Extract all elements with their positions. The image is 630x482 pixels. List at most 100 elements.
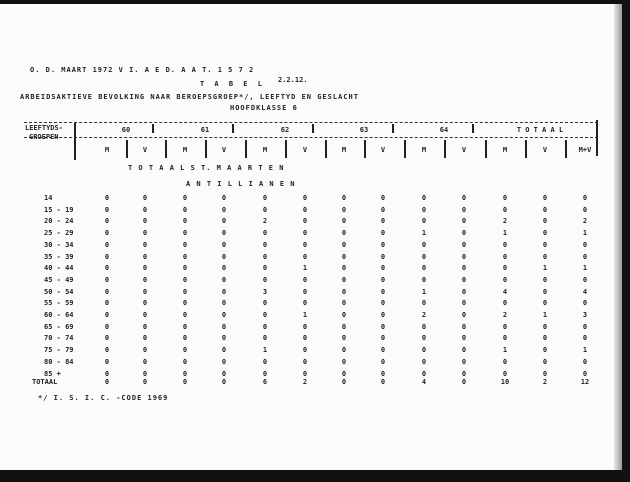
subcolumn-divider	[565, 140, 567, 158]
table-cell: 0	[104, 240, 110, 249]
table-cell: 0	[341, 357, 347, 366]
table-cell: 0	[421, 252, 427, 261]
table-cell: 0	[182, 252, 188, 261]
table-cell: 0	[182, 346, 188, 355]
table-cell: 0	[542, 287, 548, 296]
table-cell: 0	[142, 194, 148, 202]
table-cell: 0	[104, 205, 110, 214]
table-cell: 1	[302, 311, 308, 319]
table-cell: 0	[302, 252, 308, 261]
table-cell: 0	[421, 240, 427, 249]
table-cell: 0	[182, 369, 188, 378]
table-cell: 0	[142, 369, 148, 378]
table-cell: 0	[461, 205, 467, 214]
table-cell: 0	[262, 194, 268, 202]
age-group-label: 20 - 24	[44, 217, 74, 226]
group-header: 64	[439, 126, 449, 134]
table-cell: 1	[582, 346, 588, 355]
table-cell: 0	[221, 287, 227, 296]
table-cell: 0	[502, 275, 508, 284]
table-cell: 0	[142, 229, 148, 238]
table-cell: 0	[582, 240, 588, 249]
table-cell: 2	[542, 378, 548, 386]
table-cell: 0	[542, 229, 548, 238]
table-cell: 0	[502, 240, 508, 249]
subcolumn-divider	[285, 140, 287, 158]
table-number: 2.2.12.	[278, 76, 308, 84]
table-cell: 0	[302, 346, 308, 355]
table-cell: 0	[542, 334, 548, 343]
table-cell: 0	[142, 357, 148, 366]
table-cell: 0	[302, 240, 308, 249]
subcolumn-header: M	[262, 146, 268, 154]
age-group-label: 30 - 34	[44, 240, 74, 249]
table-cell: 0	[380, 275, 386, 284]
document-page	[0, 4, 622, 470]
group-header: 60	[121, 126, 131, 134]
table-rule-mid	[24, 137, 598, 138]
table-cell: 0	[142, 252, 148, 261]
table-rule-top	[24, 122, 598, 123]
table-cell: 0	[302, 217, 308, 226]
table-cell: 0	[182, 264, 188, 273]
table-cell: 0	[421, 322, 427, 331]
header-line: O. D. MAART 1972 V I. A E D. A A T. 1 5 …	[30, 66, 255, 74]
subcolumn-divider	[444, 140, 446, 158]
subcolumn-header: M	[421, 146, 427, 154]
age-group-label: 60 - 64	[44, 311, 74, 319]
table-cell: 0	[142, 217, 148, 226]
table-title: ARBEIDSAKTIEVE BEVOLKING NAAR BEROEPSGRO…	[20, 93, 359, 101]
subcolumn-header: M	[502, 146, 508, 154]
table-cell: 0	[380, 205, 386, 214]
table-cell: 0	[182, 311, 188, 319]
table-cell: 0	[341, 264, 347, 273]
table-cell: 2	[502, 311, 508, 319]
table-cell: 0	[221, 334, 227, 343]
table-cell: 0	[104, 299, 110, 308]
table-cell: 4	[421, 378, 427, 386]
table-cell: 0	[142, 205, 148, 214]
table-cell: 0	[302, 229, 308, 238]
table-cell: 0	[502, 369, 508, 378]
table-cell: 0	[341, 229, 347, 238]
table-cell: 0	[502, 264, 508, 273]
table-cell: 0	[262, 252, 268, 261]
section-heading-antillianen: A N T I L L I A N E N	[186, 180, 296, 188]
table-cell: 0	[142, 334, 148, 343]
table-subtitle: HOOFDKLASSE 6	[230, 104, 298, 112]
table-cell: 0	[221, 299, 227, 308]
table-cell: 0	[421, 334, 427, 343]
table-cell: 0	[104, 378, 110, 386]
table-cell: 0	[461, 264, 467, 273]
table-cell: 0	[461, 240, 467, 249]
table-cell: 1	[302, 264, 308, 273]
table-cell: 1	[582, 229, 588, 238]
table-cell: 0	[380, 357, 386, 366]
subcolumn-header: M	[104, 146, 110, 154]
subcolumn-header: V	[302, 146, 308, 154]
group-header: 61	[200, 126, 210, 134]
subcolumn-divider	[324, 140, 327, 158]
table-cell: 0	[421, 369, 427, 378]
table-cell: 0	[582, 299, 588, 308]
table-cell: 0	[262, 205, 268, 214]
table-cell: 0	[262, 334, 268, 343]
table-cell: 0	[421, 299, 427, 308]
table-cell: 0	[461, 334, 467, 343]
table-cell: 12	[580, 378, 590, 386]
table-cell: 1	[542, 264, 548, 273]
table-cell: 0	[341, 275, 347, 284]
age-group-label: 40 - 44	[44, 264, 74, 273]
table-cell: 0	[182, 229, 188, 238]
table-cell: 0	[262, 264, 268, 273]
table-cell: 0	[262, 369, 268, 378]
table-cell: 0	[221, 205, 227, 214]
table-cell: 0	[380, 299, 386, 308]
table-cell: 0	[341, 299, 347, 308]
table-cell: 0	[104, 311, 110, 319]
table-cell: 0	[104, 264, 110, 273]
table-cell: 0	[221, 252, 227, 261]
table-label: T A B E L	[200, 80, 265, 88]
table-cell: 0	[421, 264, 427, 273]
subcolumn-divider	[363, 140, 366, 158]
